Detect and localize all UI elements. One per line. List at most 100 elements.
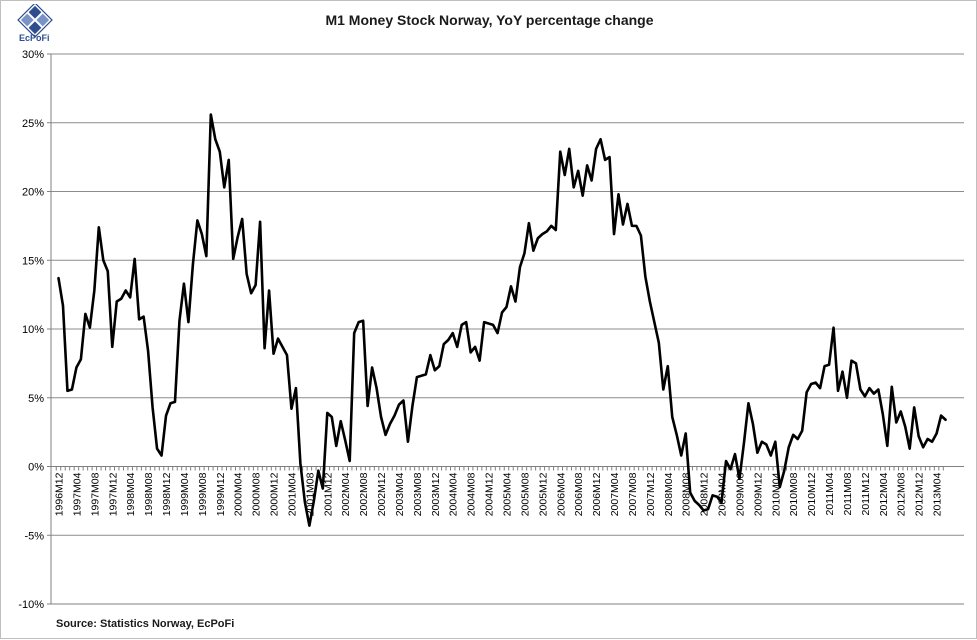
data-point [375, 387, 378, 389]
data-point [322, 487, 324, 490]
data-point [577, 170, 579, 172]
data-point [671, 416, 673, 418]
y-tick-label: -10% [18, 599, 44, 611]
data-point [178, 320, 181, 322]
data-point [944, 419, 947, 421]
y-tick-label: 10% [22, 324, 44, 336]
data-point [532, 250, 534, 252]
data-point [819, 387, 821, 389]
data-point [779, 486, 781, 488]
data-point [864, 395, 866, 397]
data-point [250, 292, 252, 294]
data-point [210, 113, 212, 116]
data-point [116, 300, 118, 303]
data-point [62, 305, 64, 307]
data-point [272, 353, 275, 355]
x-tick-label: 1999M04 [179, 472, 191, 516]
data-point [559, 151, 561, 153]
data-point [935, 432, 938, 435]
data-point [407, 441, 409, 443]
data-point [183, 283, 185, 285]
x-tick-label: 2004M08 [466, 472, 478, 516]
data-point [384, 434, 387, 436]
data-point [134, 258, 136, 260]
data-point [837, 390, 839, 392]
x-tick-label: 2011M04 [824, 472, 836, 515]
data-point [169, 402, 172, 404]
data-point [519, 266, 521, 268]
x-tick-label: 2000M08 [251, 472, 263, 516]
x-tick-label: 2011M08 [842, 472, 854, 515]
x-tick-label: 2003M04 [394, 472, 406, 516]
data-point [219, 151, 221, 153]
data-point [313, 500, 315, 502]
data-point [510, 285, 512, 287]
data-point [138, 318, 140, 320]
data-point [487, 322, 490, 325]
data-point [855, 362, 857, 364]
x-tick-label: 2002M12 [376, 472, 388, 516]
data-point [550, 225, 552, 227]
data-point [120, 298, 122, 300]
data-point [349, 460, 351, 462]
x-tick-label: 1999M12 [215, 472, 227, 516]
data-point [255, 284, 257, 286]
data-point [514, 300, 517, 303]
x-tick-label: 2005M04 [502, 472, 514, 516]
x-axis-ticks: 1996M12 1997M04 1997M08 1997M12 1998M04 1998M… [54, 466, 944, 516]
data-point [93, 289, 95, 292]
data-point [756, 452, 758, 454]
data-point [393, 415, 396, 417]
data-point [232, 258, 234, 260]
x-tick-label: 1997M12 [107, 472, 119, 516]
data-point [80, 358, 82, 360]
data-point [505, 306, 508, 308]
data-point [922, 446, 924, 448]
data-point [689, 492, 691, 494]
y-axis-ticks: 30% 25% 20% 15% 10% 5% 0% -5% -10% [18, 49, 51, 611]
data-point [317, 470, 319, 472]
data-point [98, 226, 100, 228]
data-point [725, 460, 727, 462]
data-point [344, 439, 346, 441]
data-point [367, 405, 369, 407]
data-point [479, 360, 481, 362]
data-point [927, 438, 929, 440]
data-point [290, 408, 293, 410]
data-point [398, 404, 400, 406]
y-tick-label: 15% [22, 255, 44, 267]
gridlines [51, 53, 964, 605]
data-point [465, 321, 467, 323]
data-point [680, 454, 682, 457]
y-tick-label: -5% [24, 530, 44, 542]
data-point [425, 373, 427, 375]
x-tick-label: 2007M04 [609, 472, 621, 516]
data-point [537, 237, 539, 239]
x-tick-label: 1997M04 [71, 472, 83, 516]
data-point [940, 415, 942, 417]
data-point [492, 324, 494, 326]
data-point [568, 148, 570, 150]
data-point [832, 327, 835, 329]
data-point [747, 402, 750, 404]
x-tick-label: 2013M04 [932, 472, 944, 516]
data-point [129, 296, 131, 298]
data-point [371, 366, 373, 369]
logo-label: EcPoFi [19, 33, 50, 43]
data-point [649, 300, 651, 303]
x-tick-label: 2010M08 [788, 472, 800, 516]
x-tick-label: 2001M04 [286, 472, 298, 516]
data-point [573, 186, 575, 188]
data-point [246, 273, 248, 275]
data-point [237, 236, 239, 238]
data-point [402, 399, 405, 402]
data-point [483, 321, 485, 323]
data-point [192, 263, 194, 265]
data-point [640, 234, 642, 237]
data-point [156, 448, 158, 450]
data-point [147, 350, 149, 352]
data-point [617, 193, 620, 195]
y-tick-label: 20% [22, 187, 44, 199]
data-point [904, 426, 906, 428]
